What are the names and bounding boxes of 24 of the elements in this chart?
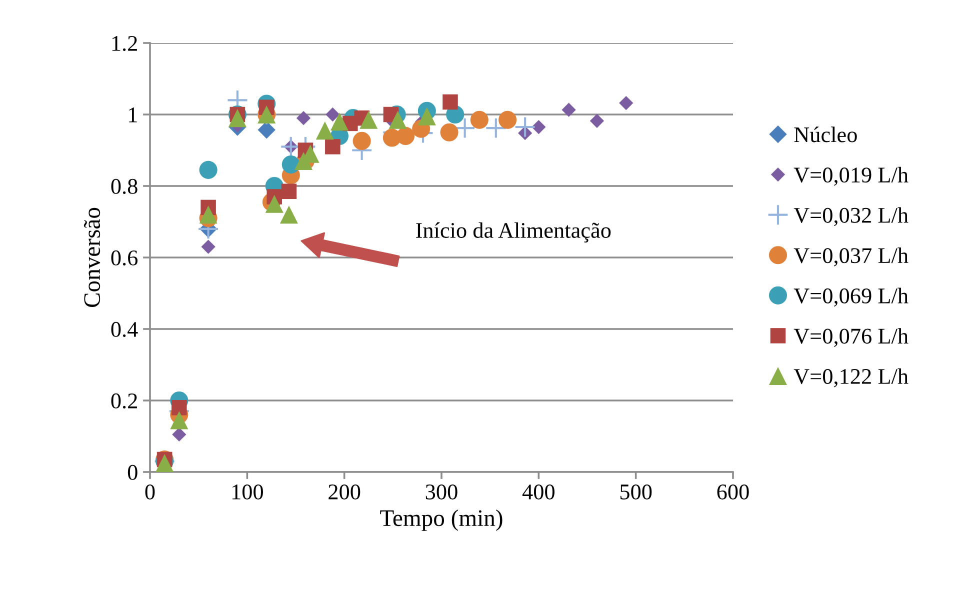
y-tick-label: 0: [128, 464, 138, 480]
y-tick-label: 0.2: [111, 393, 137, 409]
legend-label: V=0,069 L/h: [794, 288, 908, 307]
y-tick-label: 0.8: [111, 178, 138, 194]
y-tick-label: 0.6: [111, 250, 138, 266]
x-tick-label: 500: [620, 484, 652, 500]
y-tick-label: 1.2: [112, 36, 137, 52]
legend-label: Núcleo: [794, 126, 857, 142]
x-tick-label: 0: [145, 484, 155, 500]
legend-label: V=0,076 L/h: [794, 328, 908, 347]
legend-label: V=0,037 L/h: [794, 247, 908, 266]
legend-label: V=0,032 L/h: [794, 207, 908, 226]
y-axis-title: Conversão: [84, 208, 100, 308]
x-tick-label: 100: [232, 484, 263, 500]
annotation: Início da Alimentação: [416, 222, 611, 242]
y-tick-label: 1: [129, 108, 137, 122]
x-tick-label: 300: [426, 484, 458, 500]
legend-label: V=0,019 L/h: [794, 166, 908, 186]
x-axis-title: Tempo (min): [380, 510, 502, 531]
x-tick-label: 400: [522, 484, 554, 500]
x-tick-label: 600: [717, 484, 749, 500]
legend-label: V=0,122 L/h: [794, 368, 908, 388]
x-tick-label: 200: [328, 484, 360, 500]
y-tick-label: 0.4: [111, 322, 138, 338]
